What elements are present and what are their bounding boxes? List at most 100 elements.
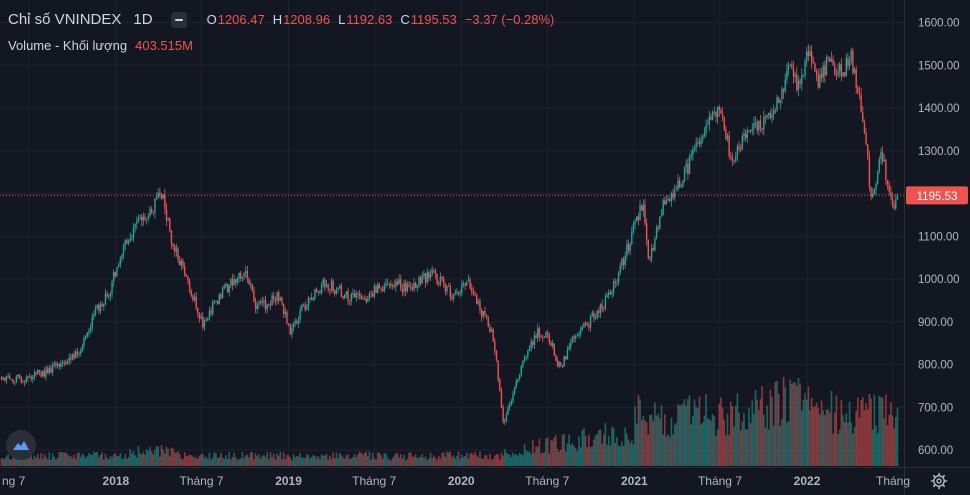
volume-bar: [627, 439, 630, 466]
volume-bar: [528, 451, 531, 466]
candle-body: [510, 401, 513, 405]
volume-bar: [284, 459, 287, 466]
volume-bar: [655, 415, 658, 466]
candle-body: [243, 272, 245, 277]
candle-body: [160, 194, 163, 199]
candle-body: [263, 300, 265, 303]
candle-body: [495, 351, 498, 361]
volume-bar: [797, 378, 800, 466]
volume-bar: [705, 394, 707, 466]
volume-bar: [30, 455, 32, 466]
candle-body: [662, 200, 664, 215]
volume-bar: [147, 450, 150, 466]
volume-bar: [784, 387, 787, 466]
candle-body: [843, 72, 846, 76]
volume-bar: [365, 451, 367, 466]
candle-body: [611, 291, 613, 295]
candle-body: [43, 370, 46, 377]
tradingview-logo-icon[interactable]: [6, 430, 36, 460]
volume-bar: [294, 457, 296, 466]
candle-body: [484, 311, 486, 315]
candle-body: [306, 307, 308, 310]
candle-body: [150, 208, 153, 213]
candle-body: [447, 286, 450, 287]
candle-body: [302, 304, 305, 306]
candle-body: [550, 342, 552, 346]
candle-body: [758, 120, 760, 131]
volume-bar: [268, 459, 270, 466]
collapse-legend-button[interactable]: [170, 11, 187, 28]
volume-bar: [337, 457, 339, 466]
volume-bar: [111, 457, 113, 466]
interval-label[interactable]: 1D: [133, 11, 153, 28]
volume-bar: [822, 410, 824, 466]
volume-bar: [388, 459, 391, 466]
volume-bar: [170, 447, 173, 466]
volume-bar: [650, 414, 653, 466]
candle-body: [852, 50, 854, 73]
candle-body: [583, 323, 585, 327]
volume-bar: [403, 455, 405, 466]
candle-body: [509, 404, 511, 408]
candle-body: [126, 240, 128, 244]
volume-bar: [7, 454, 9, 466]
candle-body: [299, 309, 301, 321]
volume-bar: [604, 423, 607, 466]
candle-body: [728, 135, 730, 156]
candle-body: [608, 292, 610, 296]
candle-body: [155, 198, 158, 200]
volume-bar: [748, 407, 750, 466]
volume-bar: [101, 452, 103, 466]
volume-bar: [444, 456, 447, 466]
volume-bar: [555, 435, 557, 466]
volume-bar: [96, 452, 98, 466]
candle-body: [477, 301, 480, 304]
candle-body: [78, 353, 80, 355]
volume-bar: [53, 456, 56, 466]
candle-body: [240, 272, 242, 279]
volume-bar: [525, 450, 527, 466]
volume-bar: [343, 458, 346, 466]
volume-bar: [98, 457, 100, 466]
volume-bar: [593, 439, 595, 466]
candle-body: [485, 314, 488, 318]
candle-body: [344, 294, 346, 299]
candle-body: [741, 135, 744, 150]
candle-body: [461, 283, 463, 293]
candle-body: [670, 193, 673, 202]
volume-label[interactable]: Volume - Khối lượng: [8, 38, 128, 53]
candle-body: [604, 297, 607, 309]
candle-body: [235, 279, 237, 283]
x-tick-label: 2021: [621, 474, 648, 488]
candle-body: [535, 335, 537, 339]
candle-body: [246, 271, 249, 279]
volume-bar: [518, 452, 521, 466]
volume-bar: [274, 459, 277, 466]
volume-bar: [12, 451, 14, 466]
candle-body: [768, 112, 770, 116]
candle-body: [784, 79, 786, 92]
x-tick-label: 2022: [794, 474, 821, 488]
y-tick-label: 1600.00: [918, 18, 960, 30]
volume-bar: [360, 452, 362, 466]
candle-body: [337, 288, 339, 290]
candle-body: [134, 224, 136, 228]
candle-body: [553, 343, 555, 356]
volume-value: 403.515M: [135, 38, 193, 53]
candle-body: [655, 227, 658, 239]
volume-bar: [825, 409, 828, 466]
candle-body: [528, 348, 531, 352]
candle-body: [167, 218, 169, 221]
candle-body: [164, 194, 166, 209]
candle-body: [410, 286, 412, 288]
candle-body: [601, 304, 603, 309]
volume-bar: [38, 458, 41, 466]
candle-body: [221, 288, 224, 299]
gear-icon[interactable]: [928, 470, 950, 492]
symbol-title[interactable]: Chỉ số VNINDEX: [8, 11, 122, 28]
candle-body: [347, 291, 349, 301]
volume-bar: [27, 453, 29, 466]
candle-body: [339, 285, 341, 289]
candle-body: [774, 110, 777, 111]
